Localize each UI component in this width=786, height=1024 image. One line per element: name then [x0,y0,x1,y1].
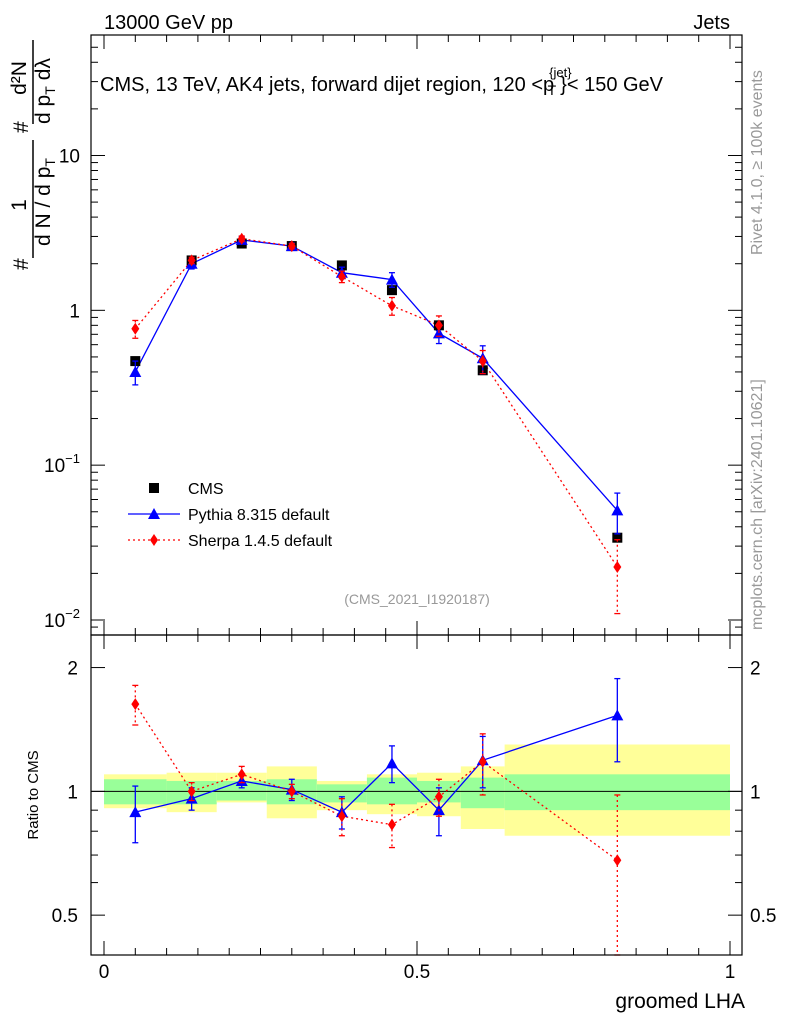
y-tick-label-base: 10 [44,456,65,477]
data-point-top [131,322,140,335]
data-point-top [237,232,246,245]
y-tick-label-exponent: −2 [65,606,80,621]
ratio-band-inner [504,774,730,811]
data-point-ratio [337,810,346,823]
ylabel-den2-text: d p [32,95,55,124]
y-tick-label-bottom-left: 2 [67,659,78,680]
y-tick-label-bottom-right: 0.5 [750,906,776,927]
y-tick-label-exponent: −1 [65,451,80,466]
y-tick-label-bottom-right: 2 [750,659,761,680]
data-point-top [387,299,396,312]
series-line-top [134,238,618,568]
data-point-top [287,240,296,253]
y-axis-label-top: # 1 d N / d pT # d²N d pTdλ [8,40,58,270]
ylabel-hash-2: # [10,121,33,133]
data-point-top [611,504,624,516]
chart-title-tail: }< 150 GeV [560,74,664,96]
y-axis-label-bottom: Ratio to CMS [25,750,42,839]
legend-label: Sherpa 1.4.5 default [188,533,333,550]
mcplots-label: mcplots.cern.ch [arXiv:2401.10621] [749,379,766,630]
y-tick-label-base: 10 [44,611,65,632]
data-point-top [337,270,346,283]
data-point-ratio [385,757,398,769]
ylabel-numerator-2: d²N [8,61,31,95]
data-point-ratio [129,806,142,818]
x-tick-label: 1 [725,962,736,983]
y-tick-label-top: 10 [59,146,80,167]
legend-marker [148,508,160,519]
header-right: Jets [693,12,730,34]
legend-marker [150,534,158,546]
y-tick-label-bottom-right: 1 [750,782,761,803]
data-point-ratio [434,790,443,803]
series-line-top [134,239,618,511]
x-tick-label: 0 [99,962,110,983]
bottom-plot-frame [90,634,743,956]
y-tick-label-bottom-left: 1 [67,782,78,803]
legend: CMS Pythia 8.315 default Sherpa 1.4.5 defa… [128,481,333,550]
data-point-top [386,285,397,296]
data-point-ratio [237,768,246,781]
y-tick-label-base: 10 [59,146,80,167]
data-point-ratio [478,755,487,768]
chart-title-sup: {jet} [549,65,572,80]
ylabel-denominator-2: d pTdλ [32,58,58,124]
ylabel-denominator-text: d N / d p [32,167,55,246]
data-point-top [478,355,487,368]
legend-label: CMS [188,481,224,498]
ylabel-hash-1: # [10,258,33,270]
ylabel-den2-sub: T [42,86,58,95]
y-tick-label-bottom-left: 0.5 [52,906,78,927]
rivet-version-label: Rivet 4.1.0, ≥ 100k events [749,70,766,255]
data-point-ratio [287,785,296,798]
x-axis-label: groomed LHA [615,990,745,1013]
analysis-watermark: (CMS_2021_I1920187) [344,591,490,607]
ylabel-denominator: d N / d pT [32,158,58,246]
data-point-ratio [387,818,396,831]
data-point-top [187,254,196,267]
chart-title-main: CMS, 13 TeV, AK4 jets, forward dijet reg… [100,74,554,96]
chart-title: CMS, 13 TeV, AK4 jets, forward dijet reg… [100,65,664,98]
ylabel-one: 1 [8,199,31,211]
y-tick-label-top: 10−2 [44,606,80,632]
y-tick-label-base: 1 [69,301,80,322]
data-point-ratio [187,785,196,798]
legend-marker [149,483,159,493]
data-point-top [385,273,398,285]
y-tick-label-top: 10−1 [44,451,80,477]
data-point-ratio [131,698,140,711]
data-point-top [613,560,622,573]
data-point-top [612,532,623,543]
legend-label: Pythia 8.315 default [188,507,330,524]
ratio-band-inner [316,784,367,803]
y-tick-label-top: 1 [69,301,80,322]
data-point-top [129,365,142,377]
data-point-ratio [611,709,624,721]
chart-title-sub: T [548,82,557,98]
data-point-top [434,319,443,332]
ylabel-denominator-sub: T [42,158,58,167]
header-left: 13000 GeV pp [104,12,233,34]
data-point-ratio [613,854,622,867]
series-markers [129,232,624,956]
ylabel-den2-tail: dλ [32,58,55,81]
data-point-top [336,260,347,271]
x-tick-label: 0.5 [404,962,430,983]
